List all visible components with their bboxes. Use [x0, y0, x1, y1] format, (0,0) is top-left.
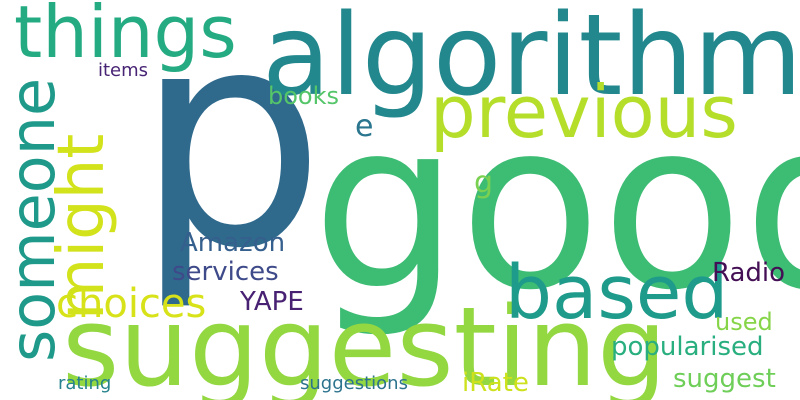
word-algorithm: algorithm — [262, 0, 800, 121]
word-rating: rating — [58, 373, 112, 394]
word-radio: Radio — [712, 258, 786, 288]
word-good: good — [312, 71, 800, 341]
word-previous: previous — [430, 70, 738, 154]
word-amazon: Amazon — [180, 228, 286, 258]
word-might: might — [45, 133, 119, 320]
word-yape: YAPE — [240, 287, 304, 317]
word-irate: iRate — [462, 368, 529, 398]
word-items: items — [98, 60, 149, 81]
word-suggestions: suggestions — [300, 373, 408, 394]
word-popularised: popularised — [611, 332, 764, 362]
word-suggest: suggest — [673, 364, 776, 394]
word-services: services — [172, 257, 279, 287]
word-suggesting: suggesting — [62, 283, 667, 400]
word-used: used — [715, 308, 773, 336]
word-e: e — [355, 109, 374, 144]
word-books: books — [268, 82, 340, 110]
word-things: things — [14, 0, 237, 74]
word-g: g — [474, 165, 494, 200]
word-based: based — [505, 250, 729, 336]
word-p: p — [135, 0, 326, 314]
word-choices: choices — [56, 281, 207, 327]
